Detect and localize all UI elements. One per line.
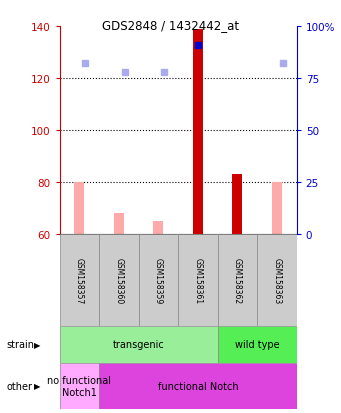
Text: wild type: wild type — [235, 339, 280, 349]
Text: GSM158363: GSM158363 — [272, 257, 281, 303]
Bar — [257, 235, 297, 326]
Bar — [60, 363, 99, 409]
Bar — [99, 363, 297, 409]
Bar — [193, 29, 203, 235]
Bar — [233, 175, 242, 235]
Text: GSM158362: GSM158362 — [233, 257, 242, 303]
Bar — [139, 235, 178, 326]
Bar — [218, 326, 297, 363]
Bar — [99, 235, 139, 326]
Bar — [218, 235, 257, 326]
Bar — [60, 235, 99, 326]
Text: transgenic: transgenic — [113, 339, 165, 349]
Bar — [114, 214, 124, 235]
Text: functional Notch: functional Notch — [158, 381, 238, 391]
Text: other: other — [7, 381, 33, 391]
Text: GSM158357: GSM158357 — [75, 257, 84, 303]
Text: no functional
Notch1: no functional Notch1 — [47, 375, 112, 397]
Text: GSM158361: GSM158361 — [193, 257, 203, 303]
Text: ▶: ▶ — [34, 382, 41, 391]
Bar — [153, 221, 163, 235]
Text: GSM158360: GSM158360 — [115, 257, 123, 303]
Text: GDS2848 / 1432442_at: GDS2848 / 1432442_at — [102, 19, 239, 31]
Text: GSM158359: GSM158359 — [154, 257, 163, 303]
Bar — [272, 183, 282, 235]
Bar — [74, 183, 84, 235]
Text: strain: strain — [7, 339, 35, 349]
Bar — [60, 326, 218, 363]
Bar — [178, 235, 218, 326]
Text: ▶: ▶ — [34, 340, 41, 349]
